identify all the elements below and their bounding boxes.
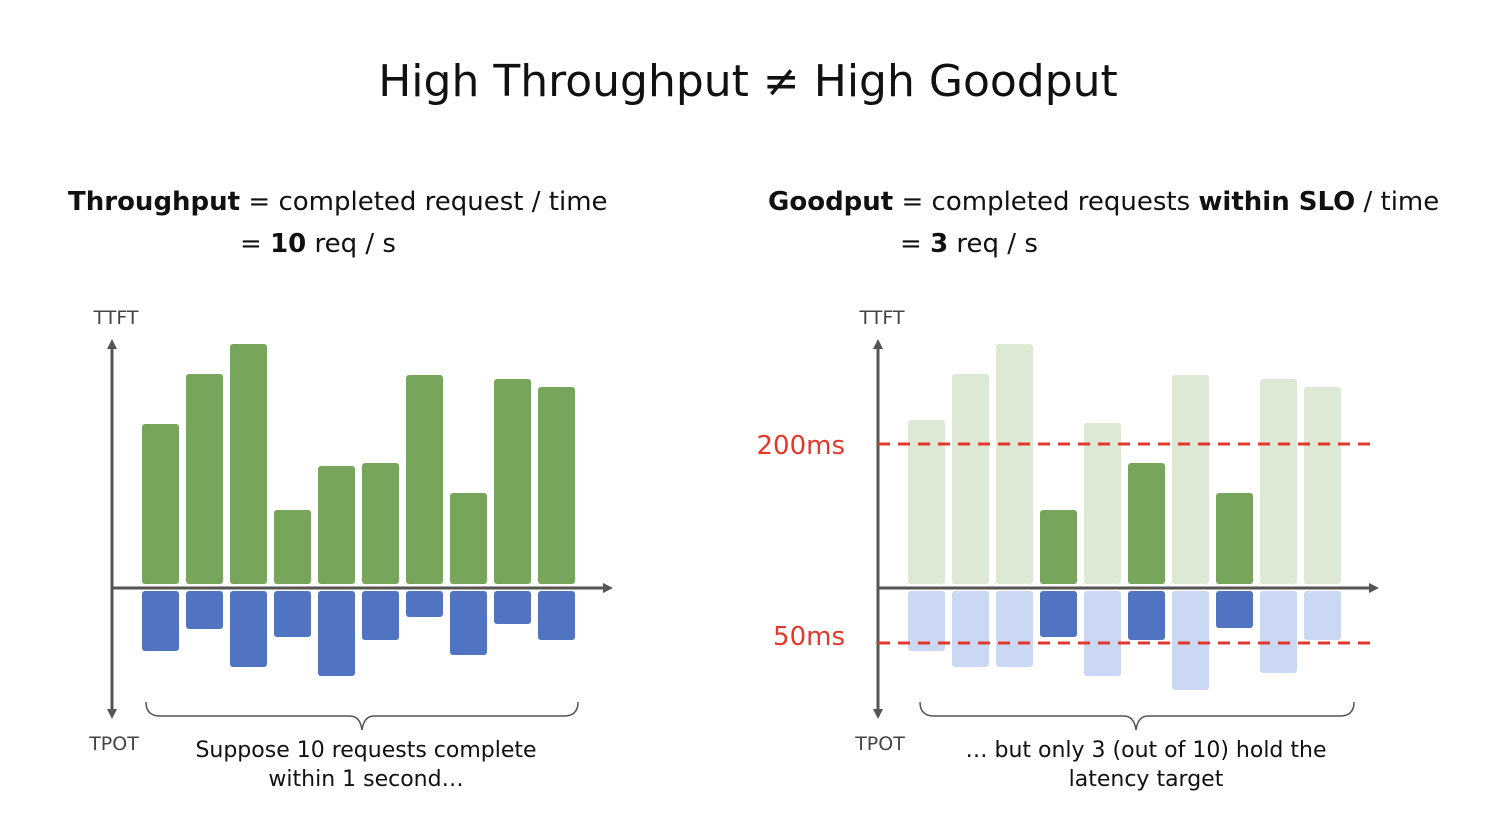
left-y-axis-bottom-label: TPOT [88,733,139,755]
ttft-bar [406,375,443,584]
goodput-definition-b: / time [1355,187,1440,217]
left-caption: Suppose 10 requests complete within 1 se… [156,736,576,794]
goodput-value-unit: req / s [948,229,1038,259]
left-bars [142,344,575,676]
throughput-value: = 10 req / s [240,224,396,264]
goodput-definition-a: = completed requests [893,187,1199,217]
ttft-bar [908,420,945,584]
left-caption-line-2: within 1 second… [268,767,464,792]
right-y-axis-bottom-label: TPOT [854,733,905,755]
goodput-formula: Goodput = completed requests within SLO … [768,182,1439,222]
right-caption-line-2: latency target [1068,767,1224,792]
throughput-value-prefix: = [240,229,271,259]
right-bars [908,344,1341,690]
ttft-bar [274,510,311,584]
tpot-bar [274,591,311,637]
ttft-bar [230,344,267,584]
tpot-bar [318,591,355,676]
tpot-bar [1040,591,1077,637]
slo-ttft-label: 200ms [757,431,846,461]
ttft-bar [318,466,355,584]
ttft-bar [1084,423,1121,584]
right-axes: TTFT TPOT [854,307,1379,755]
page-title: High Throughput ≠ High Goodput [378,56,1118,107]
ttft-bar [494,379,531,584]
left-brace [145,701,579,731]
left-caption-line-1: Suppose 10 requests complete [195,738,537,763]
tpot-bar [1172,591,1209,690]
ttft-bar [362,463,399,584]
tpot-bar [406,591,443,617]
left-y-axis-top-label: TTFT [92,307,138,329]
tpot-bar [362,591,399,640]
tpot-bar [1304,591,1341,640]
goodput-value-prefix: = [900,229,931,259]
ttft-bar [1260,379,1297,584]
ttft-bar [996,344,1033,584]
ttft-bar [1128,463,1165,584]
right-brace [919,701,1355,731]
ttft-bar [1304,387,1341,584]
throughput-value-number: 10 [270,229,307,259]
ttft-bar [952,374,989,584]
tpot-bar [1260,591,1297,673]
throughput-formula: Throughput = completed request / time [68,182,608,222]
tpot-bar [1084,591,1121,676]
throughput-term: Throughput [68,187,241,217]
ttft-bar [1040,510,1077,584]
throughput-value-unit: req / s [306,229,396,259]
goodput-term: Goodput [768,187,894,217]
throughput-definition: = completed request / time [240,187,608,217]
tpot-bar [908,591,945,651]
ttft-bar [538,387,575,584]
tpot-bar [1216,591,1253,628]
goodput-within-slo: within SLO [1198,187,1356,217]
tpot-bar [186,591,223,629]
tpot-bar [230,591,267,667]
right-caption: … but only 3 (out of 10) hold the latenc… [936,736,1356,794]
right-y-axis-top-label: TTFT [858,307,904,329]
tpot-bar [952,591,989,667]
ttft-bar [1216,493,1253,584]
tpot-bar [494,591,531,624]
goodput-value: = 3 req / s [900,224,1038,264]
goodput-value-number: 3 [930,229,949,259]
right-slo-lines: 200ms 50ms [757,431,1372,652]
left-axes: TTFT TPOT [88,307,613,755]
ttft-bar [1172,375,1209,584]
slo-tpot-label: 50ms [773,622,845,652]
tpot-bar [1128,591,1165,640]
ttft-bar [450,493,487,584]
tpot-bar [538,591,575,640]
right-caption-line-1: … but only 3 (out of 10) hold the [965,738,1327,763]
ttft-bar [142,424,179,584]
ttft-bar [186,374,223,584]
tpot-bar [142,591,179,651]
tpot-bar [450,591,487,655]
tpot-bar [996,591,1033,667]
